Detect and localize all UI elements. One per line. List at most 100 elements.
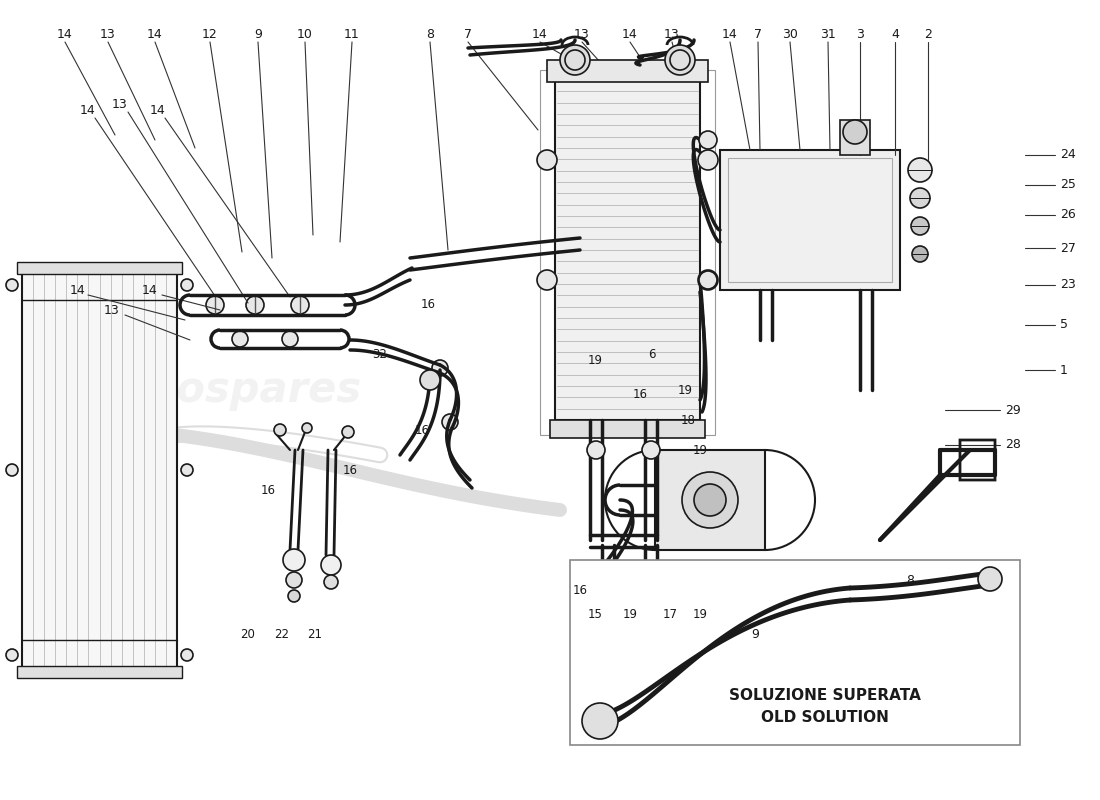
Bar xyxy=(550,420,705,438)
Circle shape xyxy=(6,649,18,661)
Text: 13: 13 xyxy=(664,29,680,42)
Text: 16: 16 xyxy=(342,463,358,477)
Text: 14: 14 xyxy=(80,103,96,117)
Circle shape xyxy=(600,566,617,584)
Circle shape xyxy=(6,464,18,476)
Text: 23: 23 xyxy=(1060,278,1076,291)
Text: 8: 8 xyxy=(906,574,914,586)
Text: 26: 26 xyxy=(1060,209,1076,222)
Circle shape xyxy=(182,279,192,291)
Circle shape xyxy=(843,120,867,144)
Text: 19: 19 xyxy=(587,354,603,366)
Text: 16: 16 xyxy=(420,298,436,311)
Circle shape xyxy=(912,246,928,262)
Circle shape xyxy=(698,271,717,289)
Text: 20: 20 xyxy=(241,629,255,642)
Circle shape xyxy=(321,555,341,575)
Text: 29: 29 xyxy=(1005,403,1021,417)
Text: 31: 31 xyxy=(821,29,836,42)
Text: 14: 14 xyxy=(147,29,163,42)
Text: 14: 14 xyxy=(142,283,158,297)
Bar xyxy=(570,560,1020,745)
Circle shape xyxy=(698,270,718,290)
Text: eurospares: eurospares xyxy=(585,553,814,587)
Text: 8: 8 xyxy=(426,29,434,42)
Text: 4: 4 xyxy=(891,29,899,42)
Text: 14: 14 xyxy=(70,283,86,297)
Text: 16: 16 xyxy=(415,423,429,437)
Text: 14: 14 xyxy=(722,29,738,42)
Text: 1: 1 xyxy=(1060,363,1068,377)
Bar xyxy=(540,70,715,435)
Circle shape xyxy=(182,464,192,476)
Circle shape xyxy=(274,424,286,436)
Text: 7: 7 xyxy=(464,29,472,42)
Text: 32: 32 xyxy=(373,349,387,362)
Circle shape xyxy=(537,150,557,170)
Circle shape xyxy=(283,549,305,571)
Bar xyxy=(16,666,182,678)
Circle shape xyxy=(698,150,718,170)
Text: 14: 14 xyxy=(57,29,73,42)
Circle shape xyxy=(288,590,300,602)
Text: 30: 30 xyxy=(782,29,797,42)
Text: 13: 13 xyxy=(112,98,128,110)
Bar xyxy=(556,80,700,420)
Bar xyxy=(654,450,764,550)
Text: 24: 24 xyxy=(1060,149,1076,162)
Text: 7: 7 xyxy=(754,29,762,42)
Circle shape xyxy=(537,270,557,290)
Text: 19: 19 xyxy=(623,609,638,622)
Text: 10: 10 xyxy=(297,29,312,42)
Circle shape xyxy=(246,296,264,314)
Text: 14: 14 xyxy=(150,103,166,117)
Text: 3: 3 xyxy=(856,29,864,42)
Circle shape xyxy=(698,131,717,149)
Circle shape xyxy=(206,296,224,314)
Circle shape xyxy=(324,575,338,589)
Text: 16: 16 xyxy=(261,483,275,497)
Circle shape xyxy=(565,50,585,70)
Circle shape xyxy=(6,279,18,291)
Text: 19: 19 xyxy=(693,443,707,457)
Circle shape xyxy=(910,188,930,208)
Circle shape xyxy=(342,426,354,438)
Circle shape xyxy=(302,423,312,433)
Text: 2: 2 xyxy=(924,29,932,42)
Circle shape xyxy=(694,484,726,516)
Circle shape xyxy=(642,441,660,459)
Circle shape xyxy=(666,45,695,75)
Bar xyxy=(16,262,182,274)
Text: 18: 18 xyxy=(681,414,695,426)
Circle shape xyxy=(582,703,618,739)
Text: 15: 15 xyxy=(587,609,603,622)
Text: 14: 14 xyxy=(532,29,548,42)
Bar xyxy=(720,150,900,290)
Text: SOLUZIONE SUPERATA: SOLUZIONE SUPERATA xyxy=(729,687,921,702)
Text: 19: 19 xyxy=(693,609,707,622)
Text: 11: 11 xyxy=(344,29,360,42)
Bar xyxy=(22,270,177,670)
Text: 16: 16 xyxy=(572,583,587,597)
Circle shape xyxy=(182,649,192,661)
Text: 22: 22 xyxy=(275,629,289,642)
Bar xyxy=(840,120,870,155)
Circle shape xyxy=(560,45,590,75)
Text: 14: 14 xyxy=(623,29,638,42)
Circle shape xyxy=(911,217,930,235)
Circle shape xyxy=(432,360,448,376)
Text: 6: 6 xyxy=(648,349,656,362)
Text: 12: 12 xyxy=(202,29,218,42)
Circle shape xyxy=(908,158,932,182)
Text: 9: 9 xyxy=(751,629,759,642)
Text: 5: 5 xyxy=(1060,318,1068,331)
Text: 17: 17 xyxy=(662,609,678,622)
Circle shape xyxy=(978,567,1002,591)
Text: 9: 9 xyxy=(254,29,262,42)
Text: 13: 13 xyxy=(104,303,120,317)
Text: 13: 13 xyxy=(100,29,116,42)
Text: 19: 19 xyxy=(678,383,693,397)
Text: 25: 25 xyxy=(1060,178,1076,191)
Circle shape xyxy=(282,331,298,347)
Circle shape xyxy=(587,441,605,459)
